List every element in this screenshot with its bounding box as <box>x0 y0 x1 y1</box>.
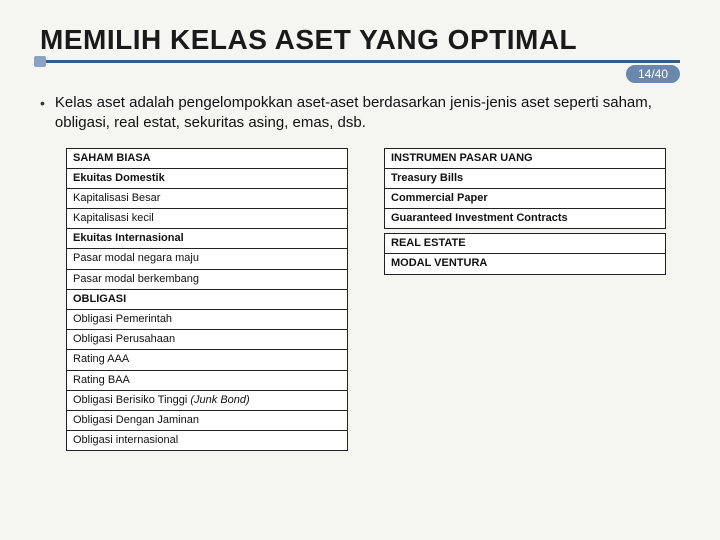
right-column: INSTRUMEN PASAR UANG Treasury Bills Comm… <box>384 148 666 452</box>
table-header: REAL ESTATE <box>385 234 666 254</box>
table-row: Ekuitas Domestik <box>67 168 348 188</box>
table-row: Pasar modal berkembang <box>67 269 348 289</box>
left-table: SAHAM BIASA Ekuitas Domestik Kapitalisas… <box>66 148 348 452</box>
table-header: SAHAM BIASA <box>67 148 348 168</box>
right-table-1: INSTRUMEN PASAR UANG Treasury Bills Comm… <box>384 148 666 230</box>
bullet-marker: • <box>40 93 45 134</box>
content-columns: SAHAM BIASA Ekuitas Domestik Kapitalisas… <box>40 148 680 452</box>
table-row: Rating BAA <box>67 370 348 390</box>
table-row: Obligasi Berisiko Tinggi (Junk Bond) <box>67 390 348 410</box>
table-row: Guaranteed Investment Contracts <box>385 209 666 229</box>
table-row: Commercial Paper <box>385 188 666 208</box>
page-bar: 14/40 <box>40 65 680 83</box>
right-table-2: REAL ESTATE MODAL VENTURA <box>384 233 666 274</box>
slide-title: MEMILIH KELAS ASET YANG OPTIMAL <box>40 24 680 56</box>
table-row: Kapitalisasi Besar <box>67 188 348 208</box>
page-number: 14/40 <box>626 65 680 83</box>
table-row: Treasury Bills <box>385 168 666 188</box>
table-row: Obligasi Perusahaan <box>67 330 348 350</box>
table-header: OBLIGASI <box>67 289 348 309</box>
table-row: Rating AAA <box>67 350 348 370</box>
table-row: Kapitalisasi kecil <box>67 209 348 229</box>
table-header: INSTRUMEN PASAR UANG <box>385 148 666 168</box>
table-row: Ekuitas Internasional <box>67 229 348 249</box>
title-underline <box>40 60 680 63</box>
table-row: Pasar modal negara maju <box>67 249 348 269</box>
bullet-row: • Kelas aset adalah pengelompokkan aset-… <box>40 93 680 134</box>
bullet-text: Kelas aset adalah pengelompokkan aset-as… <box>55 93 680 134</box>
table-row: Obligasi Pemerintah <box>67 310 348 330</box>
table-row: Obligasi Dengan Jaminan <box>67 410 348 430</box>
left-column: SAHAM BIASA Ekuitas Domestik Kapitalisas… <box>66 148 348 452</box>
table-header: MODAL VENTURA <box>385 254 666 274</box>
table-row: Obligasi internasional <box>67 431 348 451</box>
